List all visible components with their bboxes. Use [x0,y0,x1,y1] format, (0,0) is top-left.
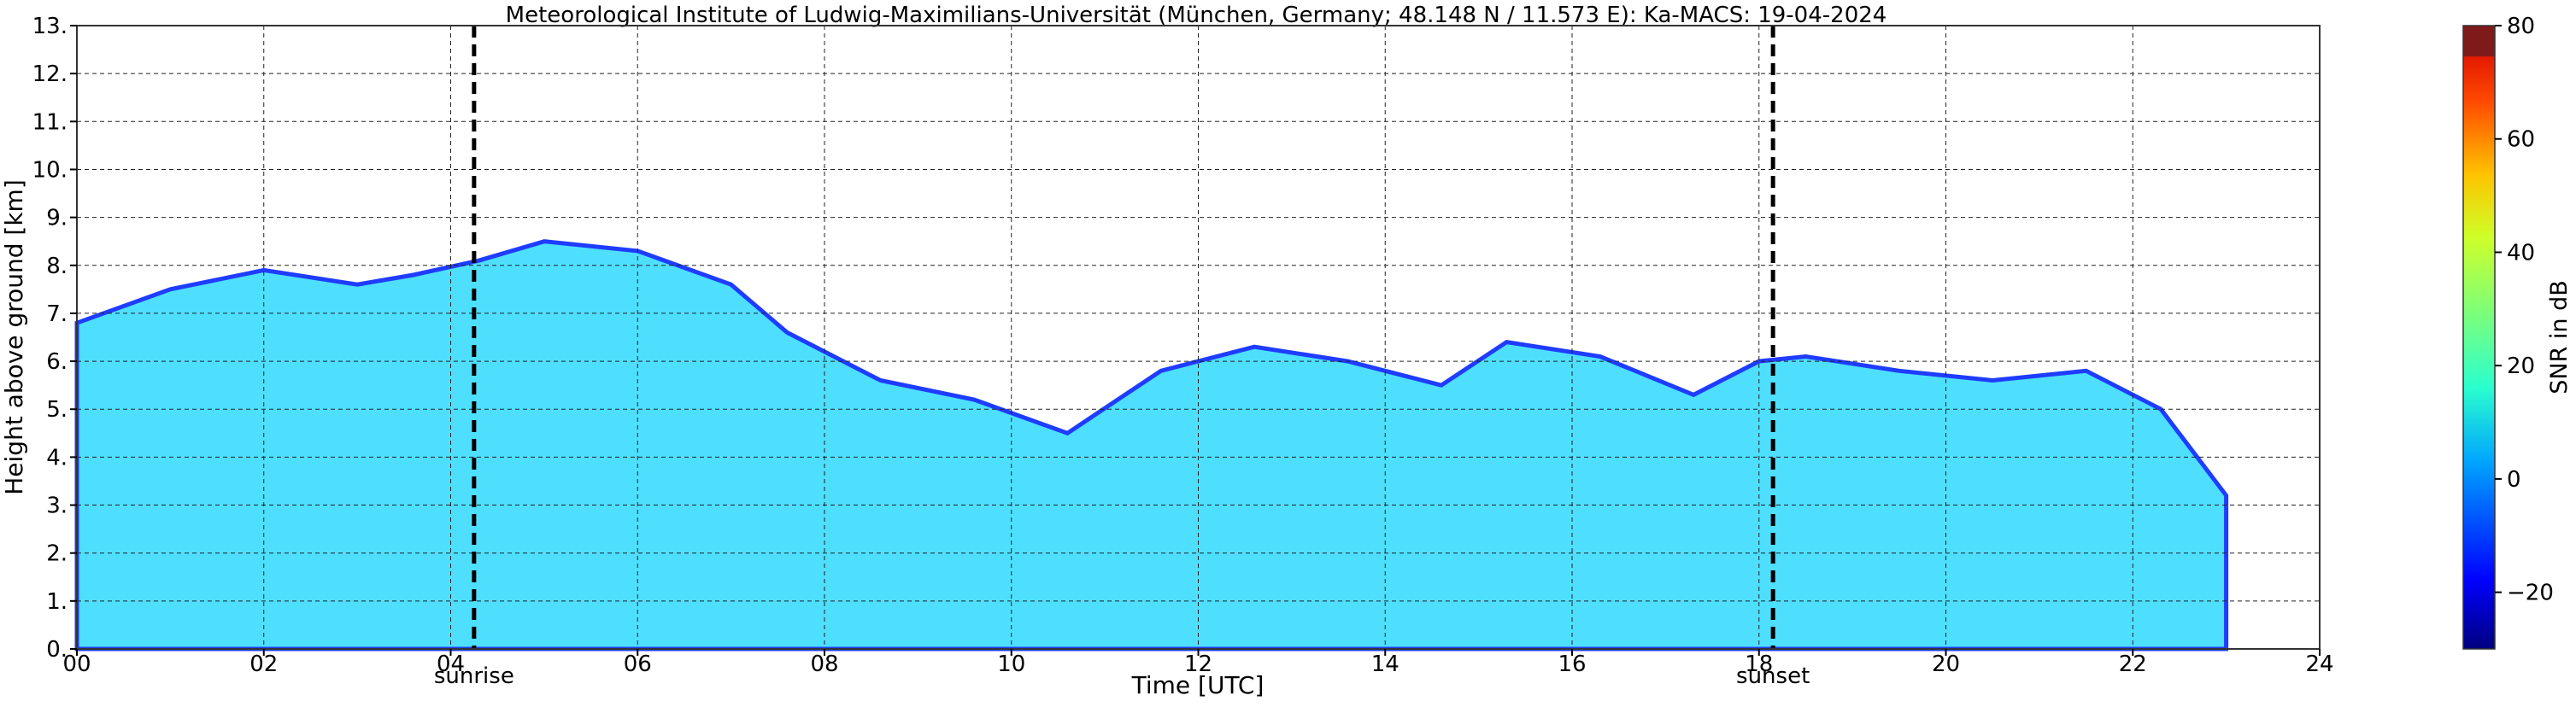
y-tick-label: 13. [32,14,67,39]
y-tick-label: 8. [46,254,67,279]
x-tick-label: 24 [2305,651,2333,677]
y-tick-label: 1. [46,589,67,615]
colorbar-gradient [2462,25,2496,650]
y-tick-label: 6. [46,349,67,375]
y-tick-label: 9. [46,206,67,231]
plot-area [74,25,2321,651]
colorbar-label: SNR in dB [2546,280,2573,394]
y-tick-label: 10. [32,157,67,183]
colorbar-tick-label: 60 [2507,127,2535,153]
marker-layer [472,26,1775,649]
x-tick-label: 18 [1745,651,1773,677]
colorbar-tick-label: 40 [2507,240,2535,266]
x-axis-label: Time [UTC] [1131,671,1265,699]
echo-region [74,239,2229,651]
chart-title: Meteorological Institute of Ludwig-Maxim… [506,3,1887,28]
x-tick-label: 12 [1184,651,1212,677]
y-tick-label: 11. [32,109,67,135]
colorbar-tick-label: 80 [2507,14,2535,39]
x-tick-label: 14 [1371,651,1399,677]
colorbar-tick-label: 20 [2507,354,2535,379]
y-tick-label: 3. [46,494,67,519]
colorbar-tick-label: −20 [2507,581,2554,606]
colorbar: −20 0 20 40 60 80 SNR in dB [2462,14,2573,650]
y-tick-label: 0. [46,637,67,663]
colorbar-ticks: −20 0 20 40 60 80 [2495,14,2554,606]
marker-label: sunrise [434,663,514,689]
marker-label: sunset [1736,663,1810,689]
x-tick-label: 06 [624,651,652,677]
colorbar-tick-label: 0 [2507,467,2521,493]
x-tick-label: 10 [997,651,1025,677]
y-tick-label: 4. [46,445,67,470]
y-tick-labels: 0. 1. 2. 3. 4. 5. 6. 7. 8. 9. 10. 11. 12. 13. [32,14,77,663]
x-tick-label: 04 [437,651,465,677]
x-tick-label: 16 [1558,651,1586,677]
x-tick-label: 20 [1932,651,1960,677]
y-axis-label: Height above ground [km] [0,179,28,495]
echo-layer [74,239,2229,651]
x-tick-label: 02 [249,651,278,677]
x-tick-label: 08 [810,651,838,677]
x-tick-label: 22 [2119,651,2147,677]
x-tick-labels: 00 02 04 06 08 10 12 14 16 18 20 22 24 sunrise sunset [62,649,2334,689]
y-tick-label: 2. [46,541,67,567]
y-tick-label: 12. [32,61,67,87]
x-tick-label: 00 [62,651,91,677]
y-tick-label: 5. [46,397,67,423]
y-tick-label: 7. [46,301,67,327]
